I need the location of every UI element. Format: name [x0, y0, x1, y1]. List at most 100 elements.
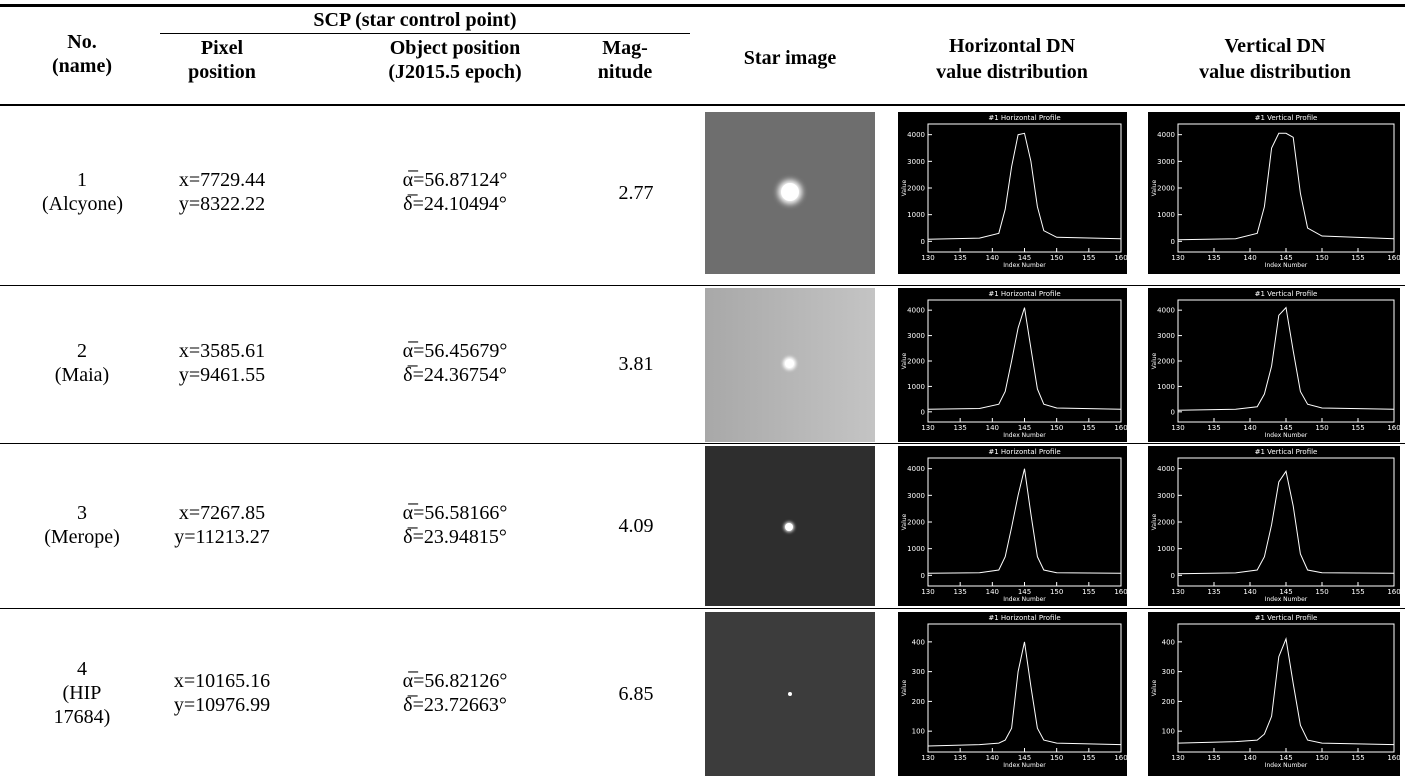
pixel-x: x=10165.16 [174, 669, 270, 693]
pixel-x: x=7729.44 [179, 168, 265, 192]
y-tick-label: 2000 [907, 358, 925, 366]
plot-title: #1 Horizontal Profile [988, 614, 1060, 622]
right-ascension: α̅=56.87124° [403, 168, 508, 192]
x-tick-label: 130 [1171, 424, 1184, 432]
y-tick-label: 4000 [1157, 307, 1175, 315]
profile-plot: #1 Horizontal ProfileIndex NumberValue13… [898, 288, 1127, 442]
x-tick-label: 160 [1114, 754, 1127, 762]
x-tick-label: 145 [1018, 424, 1031, 432]
profile-plot: #1 Vertical ProfileIndex NumberValue1301… [1148, 288, 1400, 442]
y-tick-label: 1000 [1157, 383, 1175, 391]
right-ascension: α̅=56.82126° [403, 669, 508, 693]
row-rule [0, 443, 1405, 444]
x-tick-label: 150 [1050, 254, 1063, 262]
x-tick-label: 135 [1207, 754, 1220, 762]
table-page: SCP (star control point) No. (name) Pixe… [0, 0, 1405, 776]
x-tick-label: 145 [1279, 588, 1292, 596]
row-name: (Alcyone) [42, 192, 122, 216]
magnitude: 4.09 [619, 514, 654, 538]
header-name: (name) [52, 54, 112, 78]
plot-title: #1 Vertical Profile [1255, 290, 1318, 298]
y-tick-label: 0 [1171, 238, 1175, 246]
x-tick-label: 160 [1114, 424, 1127, 432]
y-tick-label: 4000 [1157, 131, 1175, 139]
x-tick-label: 140 [986, 588, 999, 596]
right-ascension: α̅=56.45679° [403, 339, 508, 363]
plot-background [898, 112, 1127, 274]
pixel-y: y=8322.22 [179, 192, 265, 216]
declination: δ̅=24.36754° [403, 363, 507, 387]
x-tick-label: 160 [1387, 424, 1400, 432]
header-mag: nitude [598, 60, 652, 84]
y-tick-label: 1000 [907, 211, 925, 219]
header-pixel: Pixel [201, 36, 243, 60]
x-tick-label: 155 [1082, 254, 1095, 262]
x-tick-label: 150 [1315, 254, 1328, 262]
plot-background [898, 288, 1127, 442]
plot-title: #1 Vertical Profile [1255, 614, 1318, 622]
x-tick-label: 135 [1207, 588, 1220, 596]
y-tick-label: 0 [921, 238, 925, 246]
x-tick-label: 155 [1082, 588, 1095, 596]
y-tick-label: 2000 [907, 185, 925, 193]
x-tick-label: 160 [1114, 588, 1127, 596]
y-tick-label: 2000 [1157, 519, 1175, 527]
x-tick-label: 140 [986, 254, 999, 262]
y-tick-label: 3000 [1157, 332, 1175, 340]
x-tick-label: 150 [1050, 754, 1063, 762]
header-mag: Mag- [602, 36, 648, 60]
magnitude: 2.77 [619, 181, 654, 205]
x-tick-label: 140 [1243, 254, 1256, 262]
header-horizontal: Horizontal DN [949, 34, 1075, 58]
x-tick-label: 140 [1243, 588, 1256, 596]
x-tick-label: 135 [953, 254, 966, 262]
x-tick-label: 135 [953, 588, 966, 596]
y-tick-label: 1000 [907, 383, 925, 391]
x-tick-label: 160 [1387, 254, 1400, 262]
x-axis-label: Index Number [1003, 762, 1046, 769]
plot-background [898, 612, 1127, 776]
row-number: 1 [77, 168, 87, 192]
magnitude: 6.85 [619, 682, 654, 706]
x-tick-label: 145 [1018, 754, 1031, 762]
x-tick-label: 140 [1243, 754, 1256, 762]
y-tick-label: 300 [1162, 668, 1175, 676]
y-tick-label: 1000 [907, 545, 925, 553]
right-ascension: α̅=56.58166° [403, 501, 508, 525]
header-scp: SCP (star control point) [313, 8, 516, 32]
header-vertical: value distribution [1199, 60, 1351, 84]
header-vertical: Vertical DN [1225, 34, 1326, 58]
x-tick-label: 130 [1171, 588, 1184, 596]
y-tick-label: 400 [912, 638, 925, 646]
row-number: 2 [77, 339, 87, 363]
y-tick-label: 2000 [1157, 185, 1175, 193]
header-object: (J2015.5 epoch) [388, 60, 521, 84]
x-tick-label: 145 [1018, 254, 1031, 262]
plot-title: #1 Horizontal Profile [988, 290, 1060, 298]
row-rule [0, 285, 1405, 286]
plot-background [1148, 288, 1400, 442]
x-tick-label: 135 [1207, 254, 1220, 262]
row-number: 3 [77, 501, 87, 525]
y-tick-label: 200 [912, 698, 925, 706]
x-tick-label: 145 [1279, 254, 1292, 262]
x-tick-label: 130 [921, 254, 934, 262]
x-tick-label: 130 [1171, 754, 1184, 762]
y-tick-label: 4000 [907, 307, 925, 315]
x-tick-label: 160 [1387, 588, 1400, 596]
y-tick-label: 0 [921, 408, 925, 416]
x-axis-label: Index Number [1265, 262, 1308, 269]
declination: δ̅=23.72663° [403, 693, 507, 717]
x-tick-label: 140 [986, 424, 999, 432]
plot-title: #1 Vertical Profile [1255, 114, 1318, 122]
row-name: (HIP 17684) [42, 681, 122, 729]
declination: δ̅=24.10494° [403, 192, 507, 216]
x-tick-label: 145 [1018, 588, 1031, 596]
y-tick-label: 2000 [907, 519, 925, 527]
header-object: Object position [390, 36, 521, 60]
y-tick-label: 3000 [907, 332, 925, 340]
x-tick-label: 130 [1171, 254, 1184, 262]
